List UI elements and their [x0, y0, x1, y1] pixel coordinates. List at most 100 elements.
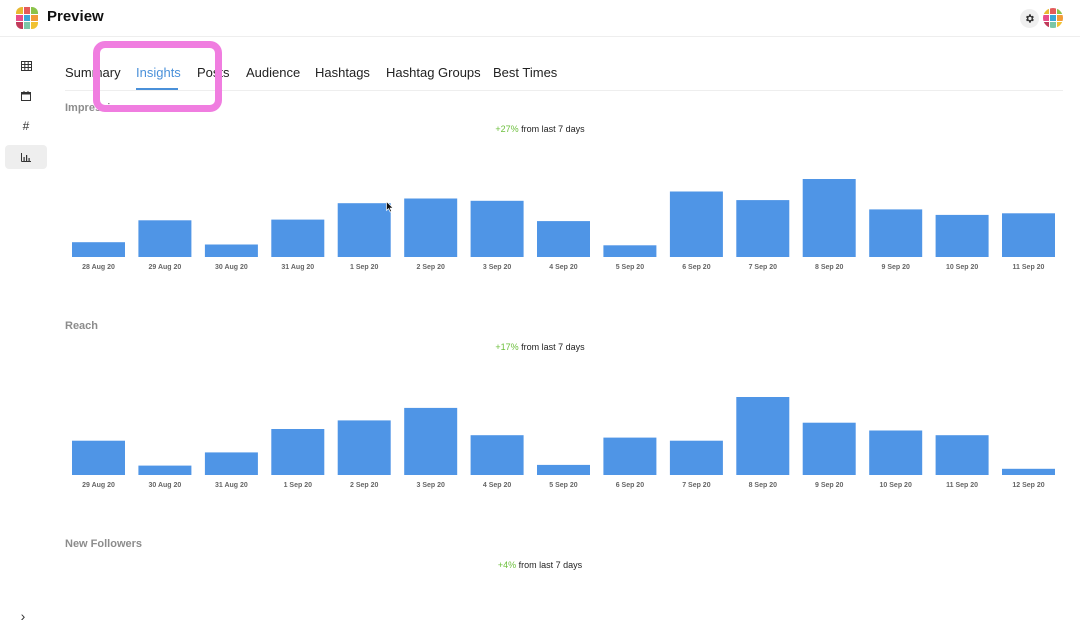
- settings-button[interactable]: [1020, 9, 1039, 28]
- impressions-chart: 28 Aug 20 29 Aug 20 30 Aug 20 31 Aug 20 1 Se…: [72, 179, 1055, 271]
- active-tab-indicator: [136, 88, 178, 90]
- tab-best-times[interactable]: Best Times: [493, 65, 558, 80]
- avatar-cell: [1050, 22, 1056, 28]
- x-tick-label: 2 Sep 20: [350, 482, 379, 489]
- sidebar-item-calendar[interactable]: [5, 84, 47, 108]
- app-title: Preview: [47, 8, 104, 25]
- x-tick-label: 3 Sep 20: [416, 482, 445, 489]
- chart-bar[interactable]: [736, 200, 790, 257]
- new-followers-change-pct: +4%: [497, 560, 517, 570]
- reach-change: +17% from last 7 days: [0, 342, 1080, 352]
- tab-insights[interactable]: Insights: [136, 65, 181, 80]
- chart-bar[interactable]: [1002, 213, 1055, 257]
- x-tick-label: 4 Sep 20: [549, 264, 578, 271]
- x-tick-label: 9 Sep 20: [815, 482, 844, 489]
- logo-cell: [16, 14, 23, 22]
- chart-bar[interactable]: [138, 220, 192, 257]
- calendar-icon: [21, 91, 31, 101]
- chart-bar[interactable]: [935, 435, 989, 475]
- avatar-cell: [1057, 22, 1063, 28]
- x-tick-label: 6 Sep 20: [682, 264, 711, 271]
- impressions-change: +27% from last 7 days: [0, 124, 1080, 134]
- avatar-cell: [1050, 15, 1056, 21]
- logo-cell: [31, 22, 38, 29]
- x-tick-label: 8 Sep 20: [749, 482, 778, 489]
- chart-bar[interactable]: [869, 209, 923, 257]
- chart-bar[interactable]: [138, 465, 192, 475]
- sidebar-item-grid[interactable]: [5, 54, 47, 78]
- sidebar-expand-button[interactable]: ›: [16, 608, 30, 624]
- x-tick-label: 29 Aug 20: [148, 264, 181, 271]
- chart-bar[interactable]: [72, 242, 125, 257]
- chart-bar[interactable]: [736, 397, 790, 475]
- chart-bar[interactable]: [404, 407, 458, 475]
- bar-chart-icon: [21, 152, 31, 162]
- tab-hashtag-groups[interactable]: Hashtag Groups: [386, 65, 481, 80]
- x-tick-label: 2 Sep 20: [416, 264, 445, 271]
- x-tick-label: 31 Aug 20: [281, 264, 314, 271]
- sidebar-item-hashtags[interactable]: #: [5, 114, 47, 138]
- chart-bar[interactable]: [669, 191, 723, 258]
- x-tick-label: 7 Sep 20: [682, 482, 711, 489]
- tab-summary[interactable]: Summary: [65, 65, 121, 80]
- highlight-annotation: [93, 41, 222, 112]
- chart-bar[interactable]: [337, 420, 391, 475]
- sidebar-item-analytics[interactable]: [5, 145, 47, 169]
- app-logo: [16, 7, 38, 29]
- top-bar: Preview: [0, 0, 1080, 37]
- chart-bar[interactable]: [271, 429, 325, 475]
- chart-bar[interactable]: [470, 435, 524, 475]
- reach-chart: 29 Aug 20 30 Aug 20 31 Aug 20 1 Sep 20 2 Sep…: [72, 397, 1055, 489]
- chart-bar[interactable]: [935, 214, 989, 257]
- grid-icon: [20, 61, 32, 71]
- chart-bar[interactable]: [603, 245, 657, 257]
- impressions-change-text: from last 7 days: [521, 124, 585, 134]
- logo-cell: [31, 14, 38, 22]
- analytics-tabs: Summary Insights Posts Audience Hashtags…: [65, 62, 1063, 91]
- chart-bar[interactable]: [337, 203, 391, 257]
- chart-bar[interactable]: [271, 219, 325, 257]
- impressions-change-pct: +27%: [495, 124, 519, 134]
- chart-bar[interactable]: [404, 198, 458, 258]
- chart-bar[interactable]: [470, 200, 524, 257]
- x-tick-label: 11 Sep 20: [946, 482, 978, 489]
- x-tick-label: 9 Sep 20: [881, 264, 910, 271]
- x-tick-label: 1 Sep 20: [284, 482, 313, 489]
- hash-icon: #: [22, 119, 30, 133]
- logo-cell: [23, 22, 31, 29]
- chevron-right-icon: ›: [20, 608, 26, 624]
- x-tick-label: 11 Sep 20: [1013, 264, 1045, 271]
- tab-hashtags[interactable]: Hashtags: [315, 65, 370, 80]
- x-tick-label: 8 Sep 20: [815, 264, 844, 271]
- chart-bar[interactable]: [1002, 468, 1055, 475]
- avatar-cell: [1043, 8, 1049, 14]
- avatar-cell: [1043, 22, 1049, 28]
- mouse-cursor-icon: [386, 201, 394, 213]
- x-tick-label: 12 Sep 20: [1012, 482, 1044, 489]
- chart-bar[interactable]: [204, 452, 258, 475]
- chart-bar[interactable]: [537, 464, 590, 475]
- tab-audience[interactable]: Audience: [246, 65, 301, 80]
- chart-bar[interactable]: [669, 440, 723, 475]
- new-followers-title: New Followers: [65, 538, 143, 550]
- x-tick-label: 7 Sep 20: [749, 264, 778, 271]
- chart-bar[interactable]: [603, 437, 657, 475]
- x-tick-label: 4 Sep 20: [483, 482, 512, 489]
- logo-cell: [16, 7, 23, 14]
- x-tick-label: 5 Sep 20: [549, 482, 578, 489]
- chart-bar[interactable]: [537, 221, 590, 257]
- chart-bar[interactable]: [72, 440, 125, 475]
- x-tick-label: 30 Aug 20: [215, 264, 248, 271]
- sidebar: #: [0, 38, 50, 631]
- x-tick-label: 29 Aug 20: [82, 482, 115, 489]
- user-avatar[interactable]: [1043, 8, 1063, 28]
- chart-bar[interactable]: [204, 244, 258, 258]
- chart-bar[interactable]: [802, 179, 856, 257]
- x-tick-label: 6 Sep 20: [616, 482, 645, 489]
- x-tick-label: 1 Sep 20: [350, 264, 379, 271]
- logo-cell: [16, 22, 23, 29]
- chart-bar[interactable]: [802, 422, 856, 475]
- reach-change-pct: +17%: [495, 342, 519, 352]
- avatar-cell: [1057, 15, 1063, 21]
- chart-bar[interactable]: [869, 430, 923, 476]
